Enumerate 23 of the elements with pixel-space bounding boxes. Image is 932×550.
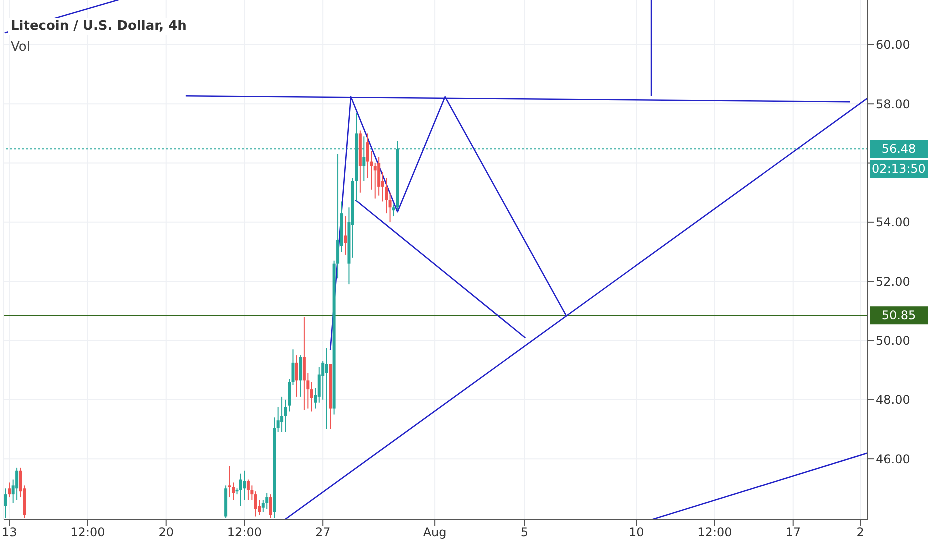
text: Litecoin / U.S. Dollar, 4h [8, 18, 190, 35]
x-tick-label: 2 [856, 526, 864, 540]
ref-line-label: 56.48 [882, 142, 916, 156]
y-tick-label: 54.00 [876, 216, 910, 230]
annotation: Vol [10, 40, 32, 55]
x-tick-label: Aug [423, 526, 447, 540]
x-tick-label: 17 [786, 526, 801, 540]
y-tick-label: 48.00 [876, 393, 910, 408]
ref-line-label: 50.85 [882, 308, 916, 323]
y-tick-label: 50.00 [876, 334, 910, 348]
x-tick-label: 20 [158, 526, 174, 540]
text: 02:13:50 [870, 160, 928, 178]
y-tick-label: 58.00 [876, 97, 910, 112]
x-tick-label: 27 [315, 526, 331, 540]
x-tick-label: 10 [628, 526, 644, 540]
y-tick-label: 52.00 [876, 274, 910, 289]
y-tick-label: 60.00 [876, 38, 910, 52]
x-tick-label: 13 [2, 526, 18, 540]
x-tick-label: 12:00 [227, 526, 262, 540]
x-tick-label: 5 [520, 526, 528, 540]
y-tick-label: 46.00 [876, 452, 910, 466]
x-tick-label: 12:00 [698, 526, 732, 540]
x-tick-label: 12:00 [70, 526, 106, 540]
